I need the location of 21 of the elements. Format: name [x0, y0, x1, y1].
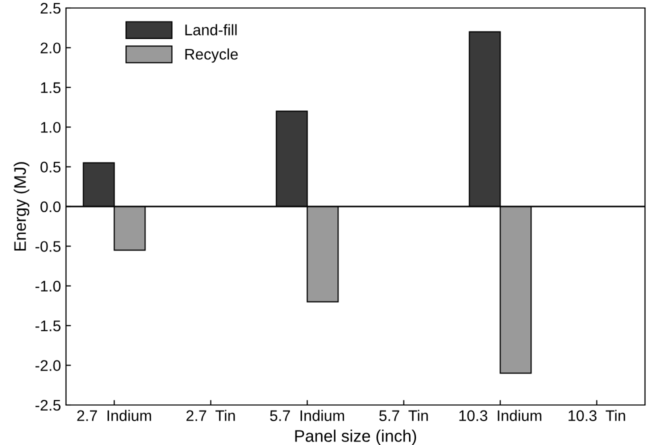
y-tick-label: 0.0: [40, 201, 61, 212]
x-tick-label: 5.7 Indium: [270, 410, 344, 422]
y-tick-label: 1.5: [41, 82, 60, 94]
y-tick-label: -1.0: [35, 280, 61, 292]
y-tick-label: -0.5: [35, 241, 60, 252]
x-tick-label: 10.3 Tin: [568, 410, 626, 422]
x-tick-label: 5.7 Tin: [379, 410, 428, 422]
x-tick-label: 2.7 Indium: [77, 410, 152, 422]
y-tick-label: 0.5: [40, 162, 60, 172]
legend-label: Land-fill: [185, 24, 237, 36]
y-tick-label: -2.0: [35, 360, 61, 371]
y-tick-label: 1.0: [41, 122, 61, 133]
x-tick-label: 2.7 Tin: [186, 410, 235, 421]
y-tick-label: -2.5: [35, 400, 60, 411]
x-tick-label: 10.3 Indium: [459, 410, 542, 422]
legend-label: Recycle: [185, 48, 238, 63]
y-axis-title: Energy (MJ): [14, 162, 30, 251]
x-axis-title: Panel size (inch): [295, 430, 416, 445]
y-tick-label: -1.5: [35, 320, 60, 332]
y-tick-label: 2.5: [40, 2, 60, 14]
y-tick-label: 2.0: [40, 42, 61, 54]
